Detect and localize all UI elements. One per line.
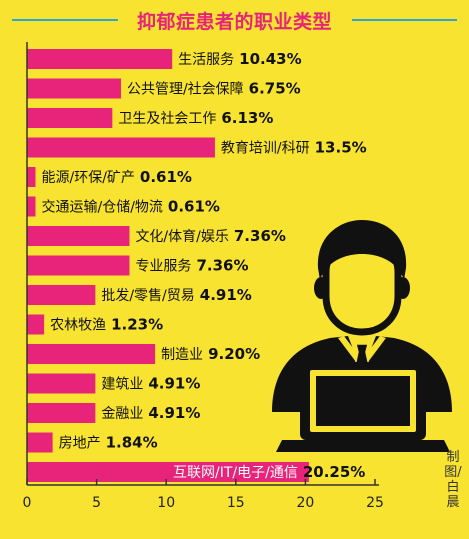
bar-label-4: 能源/环保/矿产 0.61% xyxy=(41,168,191,186)
category-label: 生活服务 xyxy=(178,52,234,68)
category-label: 能源/环保/矿产 xyxy=(41,170,134,186)
bar-label-8: 批发/零售/贸易 4.91% xyxy=(101,286,251,304)
value-label: 9.20% xyxy=(208,345,260,363)
value-label: 0.61% xyxy=(140,168,192,186)
value-label: 6.13% xyxy=(221,109,273,127)
person-computer-icon xyxy=(272,220,452,452)
chart-credit: 制图/白晨 xyxy=(444,450,462,510)
bar-label-14: 互联网/IT/电子/通信 20.25% xyxy=(173,463,365,481)
value-label: 4.91% xyxy=(200,286,252,304)
chart-title: 抑郁症患者的职业类型 xyxy=(136,11,332,33)
bar-label-5: 交通运输/仓储/物流 0.61% xyxy=(41,198,219,216)
bar-14 xyxy=(27,462,309,482)
value-label: 1.23% xyxy=(111,316,163,334)
bar-label-7: 专业服务 7.36% xyxy=(135,257,248,275)
bar-2 xyxy=(27,108,113,128)
x-tick-label: 15 xyxy=(227,495,245,511)
category-label: 金融业 xyxy=(101,406,143,422)
x-tick-label: 0 xyxy=(23,495,32,511)
bar-1 xyxy=(27,78,121,99)
category-label: 公共管理/社会保障 xyxy=(127,82,244,98)
bar-label-2: 卫生及社会工作 6.13% xyxy=(118,109,273,127)
category-label: 批发/零售/贸易 xyxy=(101,288,194,304)
bar-9 xyxy=(27,314,45,335)
bar-4 xyxy=(27,167,36,187)
value-label: 10.43% xyxy=(239,50,301,68)
bars-group: 生活服务 10.43% 公共管理/社会保障 6.75% 卫生及社会工作 6.13% 教育培训… xyxy=(27,49,367,482)
category-label: 交通运输/仓储/物流 xyxy=(41,199,162,216)
bar-10 xyxy=(27,344,156,364)
x-tick-label: 25 xyxy=(366,495,384,511)
bar-12 xyxy=(27,403,96,423)
category-label: 建筑业 xyxy=(101,377,143,393)
value-label: 6.75% xyxy=(249,80,301,98)
bar-6 xyxy=(27,226,130,246)
category-label: 专业服务 xyxy=(135,259,191,275)
category-label: 互联网/IT/电子/通信 xyxy=(173,465,298,481)
title-decoration-left xyxy=(12,19,118,21)
value-label: 13.5% xyxy=(315,139,367,157)
category-label: 文化/体育/娱乐 xyxy=(135,229,228,245)
value-label: 7.36% xyxy=(234,227,286,245)
title-decoration-right xyxy=(352,19,457,21)
x-tick-label: 20 xyxy=(296,495,314,511)
value-label: 4.91% xyxy=(148,375,200,393)
bar-label-13: 房地产 1.84% xyxy=(59,434,158,452)
bar-label-6: 文化/体育/娱乐 7.36% xyxy=(135,227,285,245)
bar-11 xyxy=(27,373,96,394)
bar-label-11: 建筑业 4.91% xyxy=(101,375,200,393)
bar-8 xyxy=(27,285,96,305)
bar-label-10: 制造业 9.20% xyxy=(161,345,260,363)
bar-label-1: 公共管理/社会保障 6.75% xyxy=(127,80,301,98)
bar-0 xyxy=(27,49,173,69)
bar-label-3: 教育培训/科研 13.5% xyxy=(221,139,367,157)
bar-5 xyxy=(27,196,36,217)
bar-7 xyxy=(27,255,130,276)
x-axis: 0 5 10 15 20 25 xyxy=(23,42,384,511)
category-label: 农林牧渔 xyxy=(50,318,106,334)
category-label: 教育培训/科研 xyxy=(221,141,310,157)
bar-label-9: 农林牧渔 1.23% xyxy=(50,316,163,334)
chart-title-bar: 抑郁症患者的职业类型 xyxy=(0,0,469,40)
value-label: 4.91% xyxy=(148,404,200,422)
bar-label-0: 生活服务 10.43% xyxy=(178,50,301,68)
value-label: 7.36% xyxy=(196,257,248,275)
bar-13 xyxy=(27,432,53,453)
category-label: 制造业 xyxy=(161,347,203,363)
bar-label-12: 金融业 4.91% xyxy=(101,404,200,422)
value-label: 0.61% xyxy=(168,198,220,216)
category-label: 卫生及社会工作 xyxy=(118,111,216,127)
x-tick-label: 5 xyxy=(92,495,101,511)
category-label: 房地产 xyxy=(59,436,101,452)
x-tick-label: 10 xyxy=(157,495,175,511)
value-label: 20.25% xyxy=(303,463,365,481)
bar-3 xyxy=(27,137,215,158)
value-label: 1.84% xyxy=(106,434,158,452)
